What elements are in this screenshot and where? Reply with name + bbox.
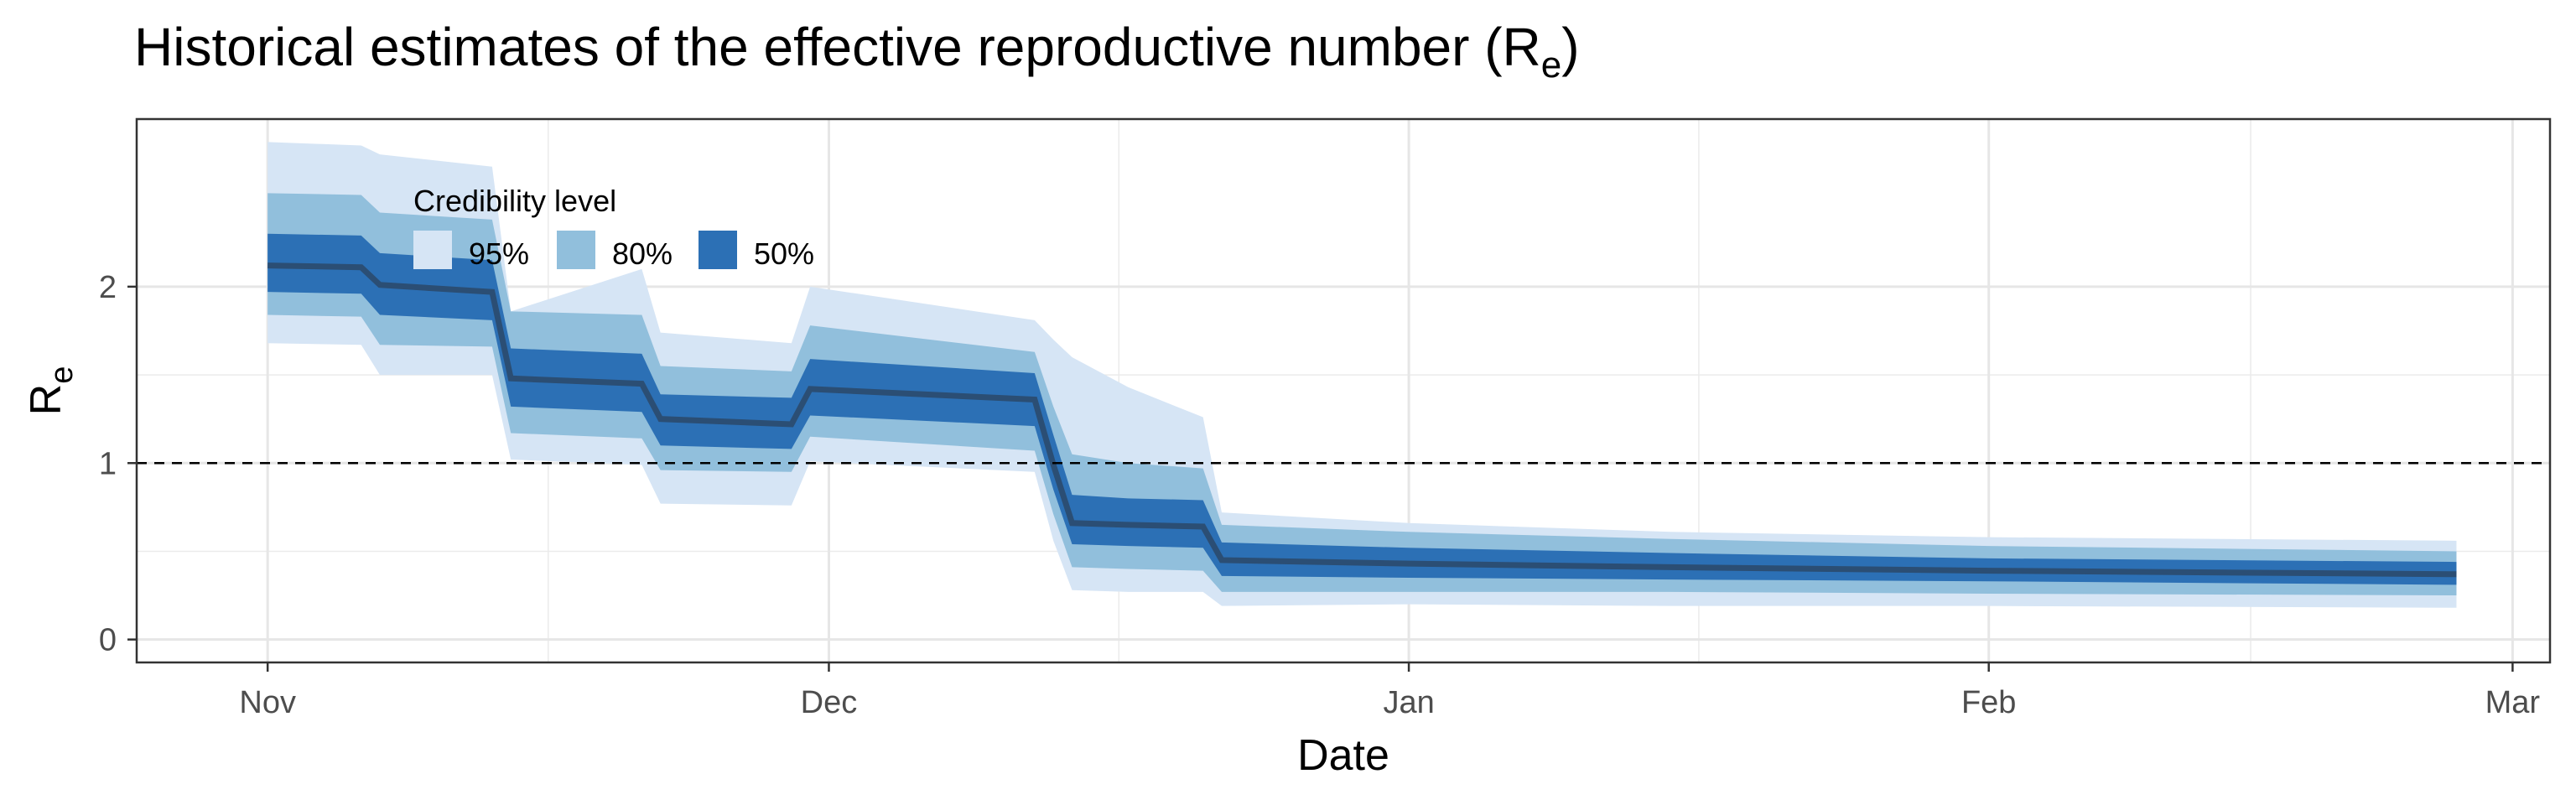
median-line — [267, 262, 2457, 578]
x-axis: Nov Dec Jan Feb Mar — [239, 662, 2540, 720]
legend-label-95: 95% — [469, 236, 529, 271]
legend-swatch-50 — [699, 231, 737, 269]
x-tick-label: Feb — [1961, 685, 2016, 720]
ci80-band — [267, 193, 2457, 596]
y-tick-label: 0 — [99, 623, 117, 658]
y-axis: 0 1 2 — [99, 270, 137, 658]
y-tick-label: 2 — [99, 270, 117, 305]
chart-title: Historical estimates of the effective re… — [134, 17, 1580, 86]
ci50-band — [267, 233, 2457, 585]
x-tick-label: Jan — [1383, 685, 1434, 720]
x-tick-label: Nov — [239, 685, 296, 720]
legend-swatch-95 — [413, 231, 452, 269]
plot-border — [135, 117, 2552, 664]
x-tick-label: Dec — [801, 685, 858, 720]
x-tick-label: Mar — [2485, 685, 2541, 720]
legend-label-80: 80% — [612, 236, 673, 271]
y-axis-title: Re — [22, 366, 80, 416]
legend-label-50: 50% — [754, 236, 814, 271]
legend-swatch-80 — [557, 231, 595, 269]
x-axis-title: Date — [1297, 731, 1389, 780]
y-tick-label: 1 — [99, 446, 117, 481]
legend-title: Credibility level — [413, 184, 616, 218]
legend: Credibility level 95% 80% 50% — [413, 184, 814, 271]
